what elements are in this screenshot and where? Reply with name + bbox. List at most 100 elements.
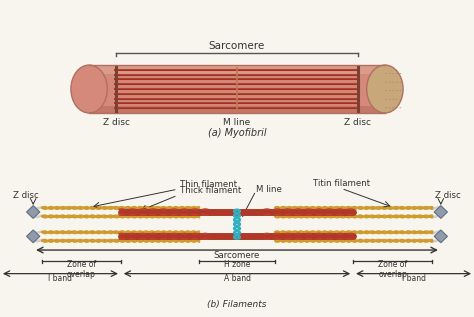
- Ellipse shape: [160, 207, 164, 209]
- Ellipse shape: [344, 215, 349, 217]
- Ellipse shape: [367, 65, 403, 113]
- Ellipse shape: [42, 207, 46, 209]
- Ellipse shape: [128, 208, 136, 210]
- Ellipse shape: [284, 214, 292, 216]
- Ellipse shape: [201, 208, 209, 210]
- Ellipse shape: [273, 238, 281, 240]
- Ellipse shape: [317, 207, 321, 209]
- Ellipse shape: [70, 215, 74, 217]
- Ellipse shape: [194, 231, 199, 233]
- Ellipse shape: [294, 238, 302, 240]
- Ellipse shape: [284, 208, 292, 210]
- Ellipse shape: [166, 231, 171, 233]
- Ellipse shape: [83, 231, 88, 233]
- Ellipse shape: [379, 240, 384, 242]
- Ellipse shape: [128, 233, 136, 235]
- Ellipse shape: [146, 207, 151, 209]
- Ellipse shape: [97, 240, 102, 242]
- Ellipse shape: [70, 231, 74, 233]
- Ellipse shape: [296, 207, 301, 209]
- Ellipse shape: [428, 231, 432, 233]
- Ellipse shape: [386, 207, 391, 209]
- Ellipse shape: [170, 208, 178, 210]
- Ellipse shape: [389, 107, 391, 108]
- Ellipse shape: [407, 231, 411, 233]
- Ellipse shape: [289, 215, 293, 217]
- Ellipse shape: [428, 215, 432, 217]
- Ellipse shape: [273, 208, 281, 210]
- Ellipse shape: [63, 231, 67, 233]
- Ellipse shape: [118, 208, 126, 210]
- Ellipse shape: [49, 207, 54, 209]
- Ellipse shape: [125, 240, 130, 242]
- Ellipse shape: [42, 215, 46, 217]
- Ellipse shape: [191, 233, 199, 235]
- Ellipse shape: [326, 208, 333, 210]
- Ellipse shape: [76, 207, 81, 209]
- Ellipse shape: [181, 215, 185, 217]
- Ellipse shape: [55, 207, 60, 209]
- Ellipse shape: [358, 231, 363, 233]
- Ellipse shape: [273, 214, 281, 216]
- Ellipse shape: [149, 233, 157, 235]
- Ellipse shape: [337, 231, 342, 233]
- Ellipse shape: [386, 215, 391, 217]
- Ellipse shape: [146, 215, 151, 217]
- Text: M line: M line: [223, 118, 251, 127]
- Ellipse shape: [191, 208, 199, 210]
- Ellipse shape: [90, 240, 95, 242]
- Ellipse shape: [139, 215, 144, 217]
- Ellipse shape: [346, 238, 354, 240]
- Ellipse shape: [344, 207, 349, 209]
- Ellipse shape: [303, 231, 308, 233]
- Ellipse shape: [194, 215, 199, 217]
- Ellipse shape: [97, 215, 102, 217]
- Ellipse shape: [330, 240, 335, 242]
- Ellipse shape: [346, 208, 354, 210]
- Ellipse shape: [42, 231, 46, 233]
- Ellipse shape: [132, 215, 137, 217]
- Ellipse shape: [396, 107, 398, 108]
- Ellipse shape: [160, 215, 164, 217]
- Ellipse shape: [400, 207, 404, 209]
- Ellipse shape: [146, 231, 151, 233]
- Ellipse shape: [303, 207, 308, 209]
- Ellipse shape: [386, 240, 391, 242]
- Ellipse shape: [317, 231, 321, 233]
- Ellipse shape: [263, 208, 271, 210]
- Ellipse shape: [125, 231, 130, 233]
- Ellipse shape: [351, 207, 356, 209]
- Ellipse shape: [181, 231, 185, 233]
- Ellipse shape: [70, 207, 74, 209]
- Ellipse shape: [49, 240, 54, 242]
- Ellipse shape: [310, 240, 314, 242]
- Ellipse shape: [139, 214, 146, 216]
- Ellipse shape: [294, 214, 302, 216]
- Ellipse shape: [181, 207, 185, 209]
- Ellipse shape: [305, 208, 312, 210]
- Ellipse shape: [396, 73, 398, 74]
- Ellipse shape: [400, 99, 401, 100]
- Ellipse shape: [76, 240, 81, 242]
- Ellipse shape: [76, 215, 81, 217]
- Ellipse shape: [358, 207, 363, 209]
- Ellipse shape: [63, 215, 67, 217]
- Ellipse shape: [149, 208, 157, 210]
- Ellipse shape: [323, 215, 328, 217]
- Ellipse shape: [379, 231, 384, 233]
- Ellipse shape: [166, 207, 171, 209]
- Ellipse shape: [118, 215, 123, 217]
- Ellipse shape: [351, 231, 356, 233]
- Ellipse shape: [336, 233, 344, 235]
- Ellipse shape: [187, 215, 192, 217]
- Ellipse shape: [389, 99, 391, 100]
- Ellipse shape: [358, 215, 363, 217]
- Ellipse shape: [111, 207, 116, 209]
- Ellipse shape: [187, 231, 192, 233]
- Ellipse shape: [407, 207, 411, 209]
- Ellipse shape: [420, 215, 425, 217]
- Ellipse shape: [181, 233, 188, 235]
- Ellipse shape: [400, 215, 404, 217]
- Ellipse shape: [173, 240, 178, 242]
- Ellipse shape: [118, 238, 126, 240]
